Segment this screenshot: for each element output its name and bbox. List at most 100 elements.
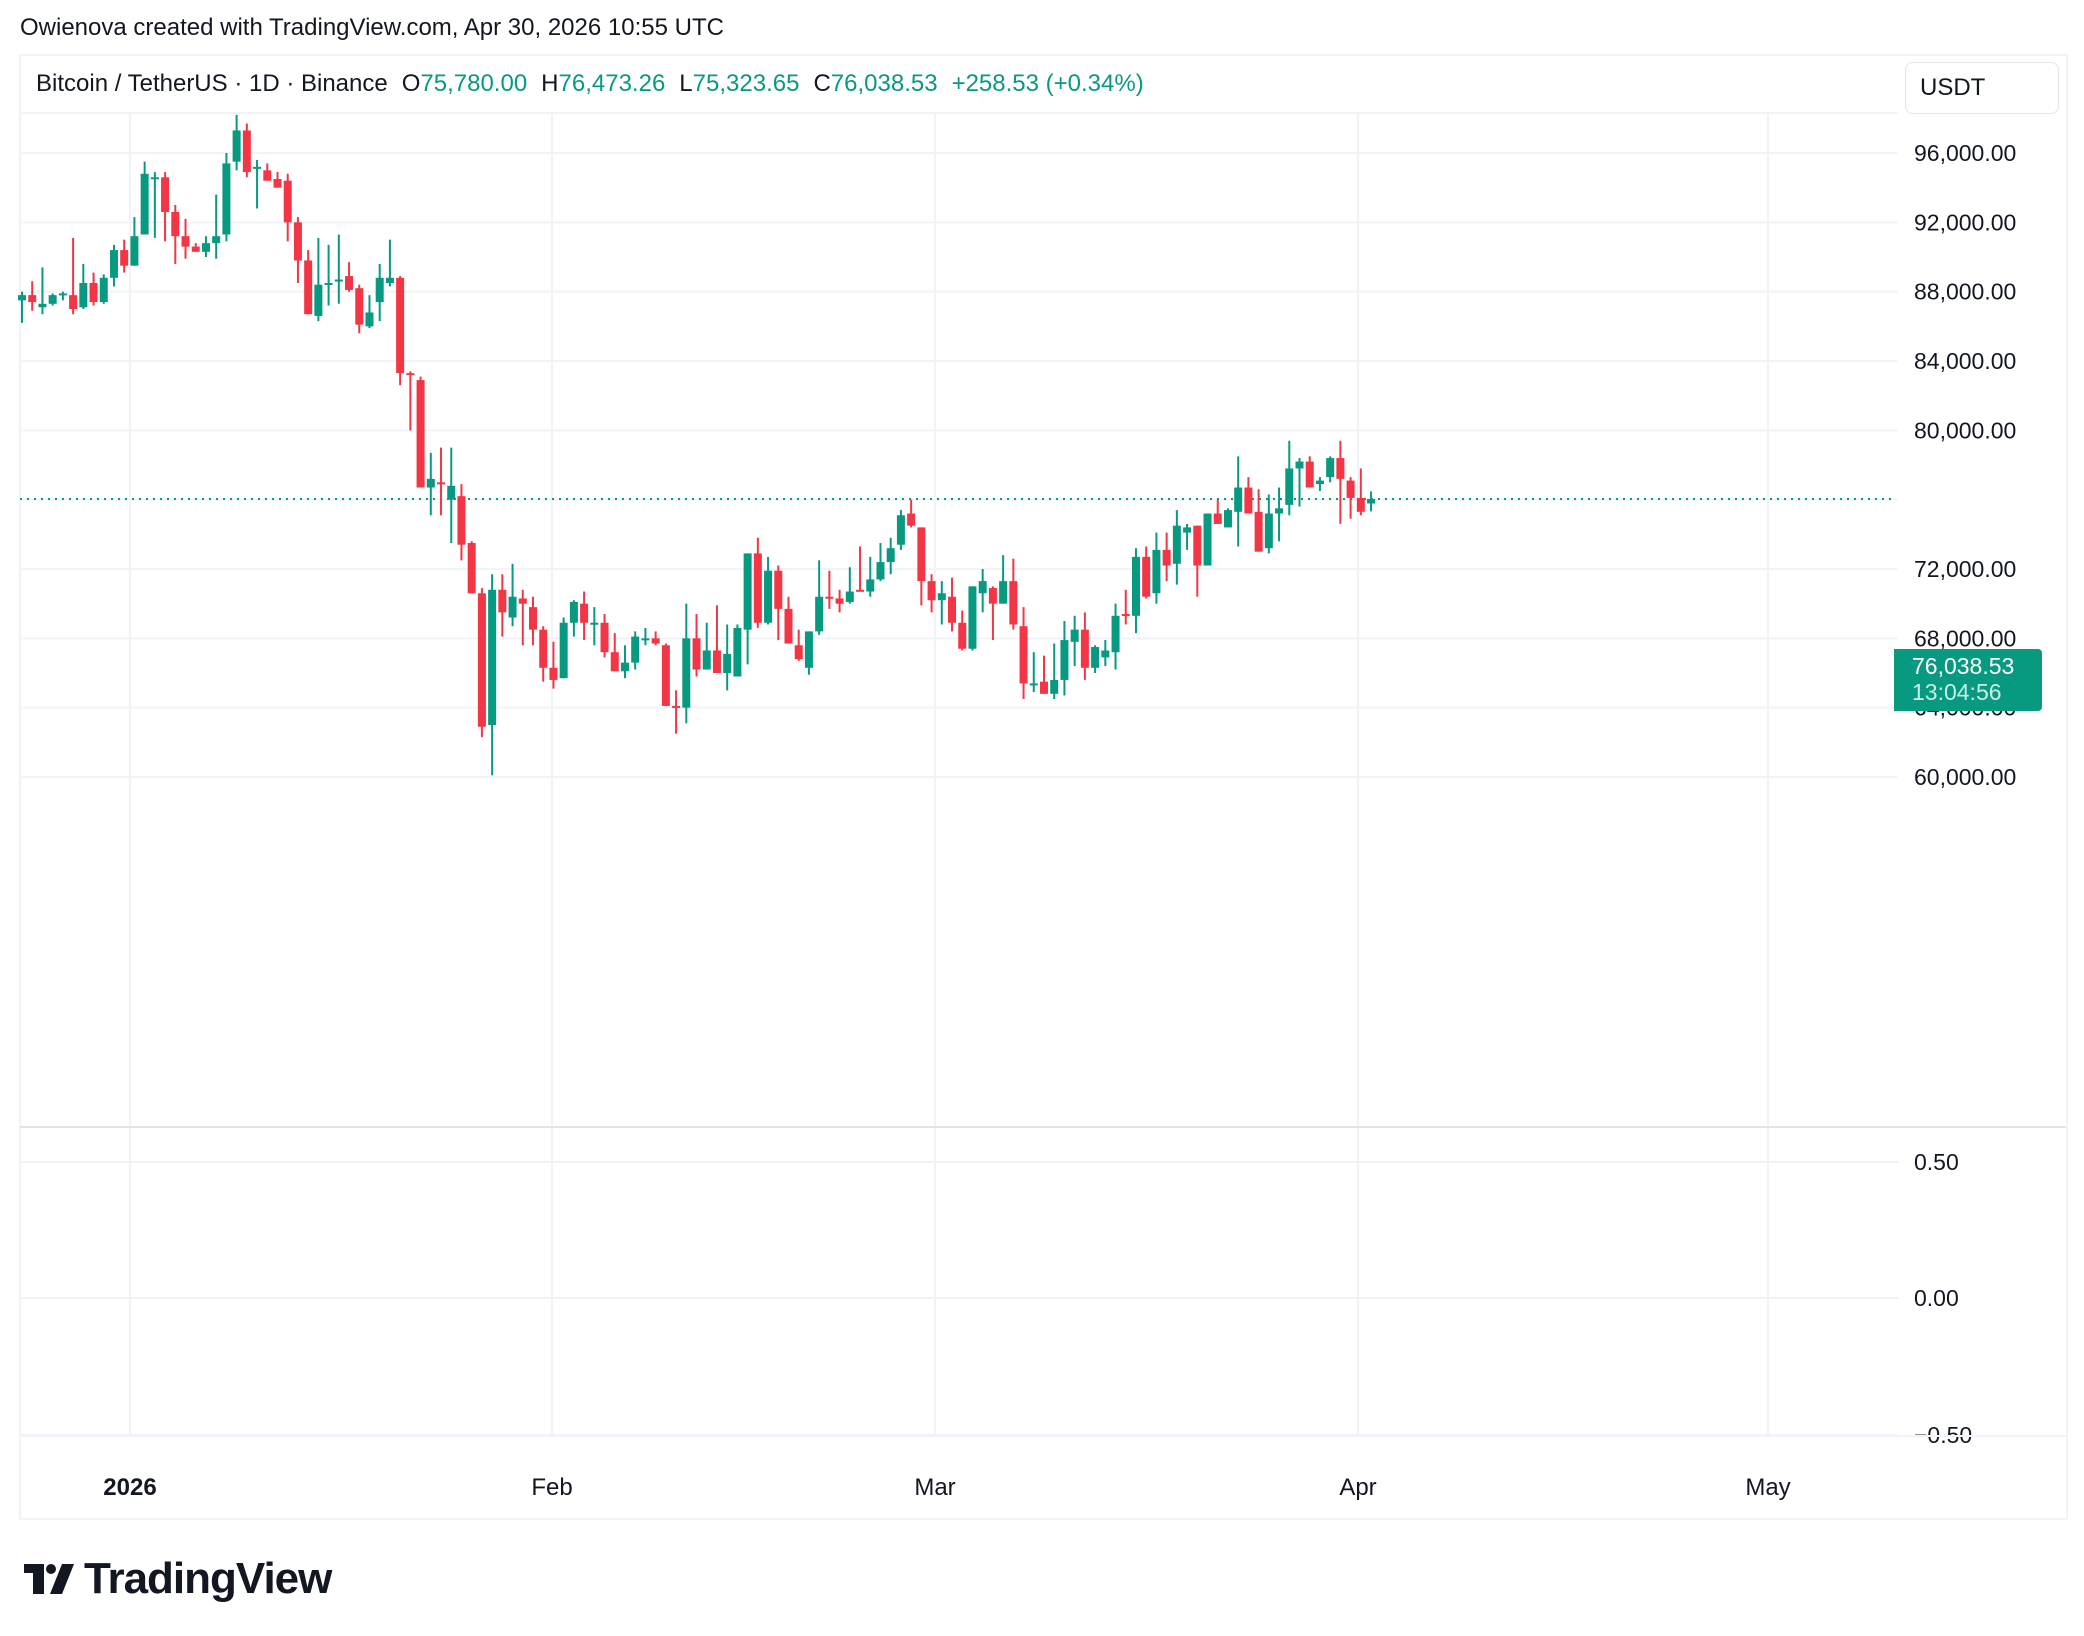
candle-body	[232, 130, 241, 162]
candle-body	[1213, 513, 1222, 524]
candle-body	[396, 277, 405, 374]
candle-body	[191, 246, 200, 252]
candle-body	[181, 236, 190, 247]
candle-body	[999, 581, 1008, 604]
candle-body	[18, 295, 26, 301]
time-axis-label-apr: Apr	[1339, 1474, 1377, 1501]
candle-body	[825, 596, 834, 599]
tradingview-logo-icon	[24, 1564, 74, 1594]
candle-body	[150, 177, 159, 180]
candle-body	[641, 638, 650, 641]
attribution-text: Owienova created with TradingView.com, A…	[20, 14, 724, 41]
candle-body	[1244, 487, 1253, 514]
candle-body	[324, 283, 333, 285]
high-value: 76,473.26	[558, 70, 666, 97]
indicator-axis-label: 0.00	[1914, 1285, 1959, 1311]
candle-body	[488, 589, 497, 725]
candle-body	[355, 288, 364, 325]
candle-body	[1193, 525, 1202, 566]
candle-body	[610, 652, 619, 672]
candle-body	[549, 667, 558, 680]
candle-body	[1162, 549, 1171, 566]
candle-body	[1295, 461, 1304, 469]
candle-body	[539, 629, 548, 668]
candle-body	[682, 638, 691, 708]
candle-body	[1080, 629, 1089, 668]
candle-body	[253, 166, 262, 169]
candle-body	[48, 295, 57, 304]
candle-body	[518, 598, 527, 604]
candle-body	[866, 579, 875, 592]
last-price-value: 76,038.53	[1912, 653, 2015, 679]
candle-body	[672, 705, 681, 708]
open-label: O	[401, 70, 421, 97]
candle-body	[733, 627, 742, 677]
candle-body	[314, 284, 323, 316]
open-value: 75,780.00	[420, 70, 528, 97]
candle-body	[437, 482, 446, 485]
candle-body	[89, 283, 98, 303]
candle-body	[1131, 556, 1140, 616]
candle-body	[968, 586, 977, 649]
candle-body	[1203, 513, 1212, 566]
candle-body	[845, 591, 854, 602]
candle-body	[1101, 650, 1110, 658]
candle-body	[1152, 549, 1161, 594]
candle-body	[692, 638, 701, 670]
candle-body	[1336, 458, 1345, 479]
candle-body	[273, 179, 282, 188]
high-label: H	[541, 70, 559, 97]
candle-body	[171, 211, 180, 237]
price-axis-label: 84,000.00	[1914, 348, 2016, 374]
candle-body	[345, 276, 354, 290]
low-label: L	[679, 70, 693, 97]
candle-body	[1142, 556, 1151, 597]
candle-body	[753, 553, 762, 623]
close-label: C	[813, 70, 831, 97]
candle-body	[1315, 480, 1324, 485]
candle-body	[1183, 527, 1192, 533]
candle-body	[304, 260, 313, 315]
candle-body	[212, 236, 221, 244]
candle-body	[896, 515, 905, 545]
candle-body	[712, 650, 721, 673]
candle-body	[508, 596, 517, 618]
candle-body	[293, 222, 302, 261]
candle-body	[38, 303, 47, 308]
candle-body	[835, 598, 844, 604]
candle-body	[283, 180, 292, 223]
candle-body	[876, 562, 885, 580]
candle-body	[907, 513, 916, 526]
candle-body	[1223, 510, 1232, 528]
candle-body	[723, 653, 732, 673]
candle-body	[1029, 683, 1038, 686]
candle-body	[130, 236, 139, 266]
candle-body	[447, 485, 456, 500]
candle-body	[743, 553, 752, 630]
time-axis-label-2026: 2026	[103, 1474, 157, 1501]
price-axis-label: 68,000.00	[1914, 625, 2016, 651]
currency-button[interactable]: USDT	[1905, 62, 2059, 114]
candle-body	[784, 608, 793, 644]
candle-body	[222, 163, 231, 235]
candle-body	[1019, 626, 1028, 684]
candle-body	[416, 380, 425, 488]
chart-frame	[19, 54, 2068, 1520]
candle-body	[365, 312, 374, 327]
candle-body	[99, 277, 108, 303]
symbol-label[interactable]: Bitcoin / TetherUS · 1D · Binance	[36, 70, 388, 97]
candle-body	[856, 589, 865, 592]
candle-body	[661, 645, 670, 706]
candle-body	[764, 570, 773, 623]
candle-body	[815, 596, 824, 632]
candle-body	[886, 548, 895, 563]
candle-body	[28, 295, 37, 303]
price-axis-label: 80,000.00	[1914, 417, 2016, 443]
candle-body	[794, 645, 803, 660]
tradingview-logo[interactable]: TradingView	[24, 1554, 332, 1604]
price-axis-label: 96,000.00	[1914, 140, 2016, 166]
candle-body	[1050, 679, 1059, 694]
change-value: +258.53 (+0.34%)	[951, 70, 1144, 97]
candle-body	[590, 622, 599, 625]
